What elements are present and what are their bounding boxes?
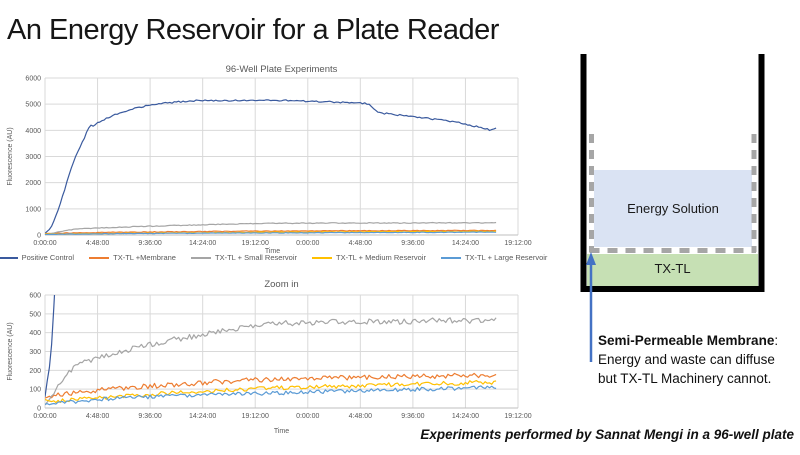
- legend-label: TX-TL + Large Reservoir: [464, 253, 548, 262]
- chart-legend: Positive Control TX-TL +Membrane TX-TL + S…: [0, 253, 548, 262]
- 96-Well Plate Experiments: 0 1000 2000 3000 4000 5000 6000 0:00:00 4:48:00 9…: [7, 64, 532, 247]
- x-tick-label: 9:36:00: [138, 413, 161, 420]
- series-line-tx-tl-membrane: [45, 229, 497, 235]
- series-line-positive-control: [45, 99, 497, 234]
- top-chart-xaxis-label: Time: [264, 248, 281, 255]
- x-tick-label: 19:12:00: [504, 413, 531, 420]
- membrane-arrow-head: [586, 252, 596, 265]
- x-tick-label: 14:24:00: [452, 240, 479, 247]
- chart-title: 96-Well Plate Experiments: [226, 64, 338, 75]
- x-tick-label: 14:24:00: [452, 413, 479, 420]
- y-tick-label: 6000: [25, 76, 41, 83]
- y-tick-label: 0: [37, 406, 41, 413]
- x-tick-label: 0:00:00: [33, 413, 56, 420]
- legend-swatch: [312, 256, 333, 259]
- x-tick-label: 9:36:00: [401, 413, 424, 420]
- txtl-box: [587, 254, 758, 286]
- chart-title: Zoom in: [264, 279, 298, 290]
- y-tick-label: 400: [29, 330, 41, 337]
- top-chart: 0 1000 2000 3000 4000 5000 6000 0:00:00 4:48:00 9…: [0, 60, 545, 275]
- legend-swatch: [190, 256, 211, 259]
- legend-item-tx-tl-small-reservoir: TX-TL + Small Reservoir: [190, 253, 298, 262]
- series-line-tx-tl-membrane: [45, 372, 497, 399]
- y-tick-label: 2000: [25, 180, 41, 187]
- x-tick-label: 4:48:00: [86, 413, 109, 420]
- membrane-note-line3: but TX-TL Machinery cannot.: [598, 371, 772, 386]
- legend-label: TX-TL + Medium Reservoir: [336, 253, 426, 262]
- x-tick-label: 0:00:00: [33, 240, 56, 247]
- Zoom in: 0 100 200 300 400 500 600 0:00:00 4:48:00 9:36:00…: [7, 279, 532, 435]
- series-line-tx-tl-small-reservoir: [45, 221, 497, 235]
- legend-swatch: [440, 256, 461, 259]
- slide-caption: Experiments performed by Sannat Mengi in…: [420, 427, 794, 442]
- series-line-tx-tl-medium-reservoir: [45, 379, 497, 404]
- txtl-label: TX-TL: [654, 261, 691, 276]
- slide-title: An Energy Reservoir for a Plate Reader: [7, 14, 499, 46]
- legend-label: TX-TL + Small Reservoir: [214, 253, 298, 262]
- series-line-tx-tl-large-reservoir: [45, 385, 497, 406]
- energy-solution-box: [594, 170, 752, 247]
- legend-item-tx-tl-membrane: TX-TL +Membrane: [89, 253, 176, 262]
- x-tick-label: 4:48:00: [349, 413, 372, 420]
- legend-item-positive-control: Positive Control: [0, 253, 74, 262]
- series-line-tx-tl-large-reservoir: [45, 231, 497, 235]
- y-tick-label: 0: [37, 233, 41, 240]
- y-tick-label: 1000: [25, 206, 41, 213]
- y-tick-label: 100: [29, 387, 41, 394]
- x-tick-label: 14:24:00: [189, 240, 216, 247]
- series-line-tx-tl-small-reservoir: [45, 317, 497, 406]
- zoom-chart: 0 100 200 300 400 500 600 0:00:00 4:48:00 9:36:00…: [0, 275, 545, 450]
- x-tick-label: 4:48:00: [86, 240, 109, 247]
- y-tick-label: 200: [29, 368, 41, 375]
- x-tick-label: 19:12:00: [242, 413, 269, 420]
- legend-swatch: [0, 256, 18, 259]
- series-line-positive-control: [45, 295, 56, 397]
- x-tick-label: 4:48:00: [349, 240, 372, 247]
- y-tick-label: 600: [29, 293, 41, 300]
- y-tick-label: 5000: [25, 102, 41, 109]
- legend-item-tx-tl-medium-reservoir: TX-TL + Medium Reservoir: [312, 253, 426, 262]
- y-tick-label: 3000: [25, 154, 41, 161]
- x-tick-label: 9:36:00: [138, 240, 161, 247]
- y-tick-label: 300: [29, 349, 41, 356]
- legend-item-tx-tl-large-reservoir: TX-TL + Large Reservoir: [440, 253, 548, 262]
- energy-solution-label: Energy Solution: [627, 201, 719, 216]
- y-axis-label: Fluorescence (AU): [7, 322, 14, 380]
- y-tick-label: 500: [29, 311, 41, 318]
- membrane-note: Semi-Permeable Membrane: Energy and wast…: [598, 331, 800, 388]
- membrane-note-line2: Energy and waste can diffuse: [598, 352, 775, 367]
- x-axis-label: Time: [274, 428, 289, 435]
- legend-label: Positive Control: [21, 253, 75, 262]
- x-tick-label: 0:00:00: [296, 240, 319, 247]
- membrane-note-colon: :: [774, 333, 779, 348]
- y-axis-label: Fluorescence (AU): [7, 127, 14, 185]
- x-tick-label: 9:36:00: [401, 240, 424, 247]
- x-tick-label: 14:24:00: [189, 413, 216, 420]
- membrane-note-title: Semi-Permeable Membrane: [598, 333, 775, 348]
- legend-swatch: [89, 256, 110, 259]
- x-tick-label: 19:12:00: [242, 240, 269, 247]
- x-tick-label: 0:00:00: [296, 413, 319, 420]
- well-diagram: [580, 54, 765, 362]
- x-tick-label: 19:12:00: [504, 240, 531, 247]
- y-tick-label: 4000: [25, 128, 41, 135]
- legend-label: TX-TL +Membrane: [113, 253, 176, 262]
